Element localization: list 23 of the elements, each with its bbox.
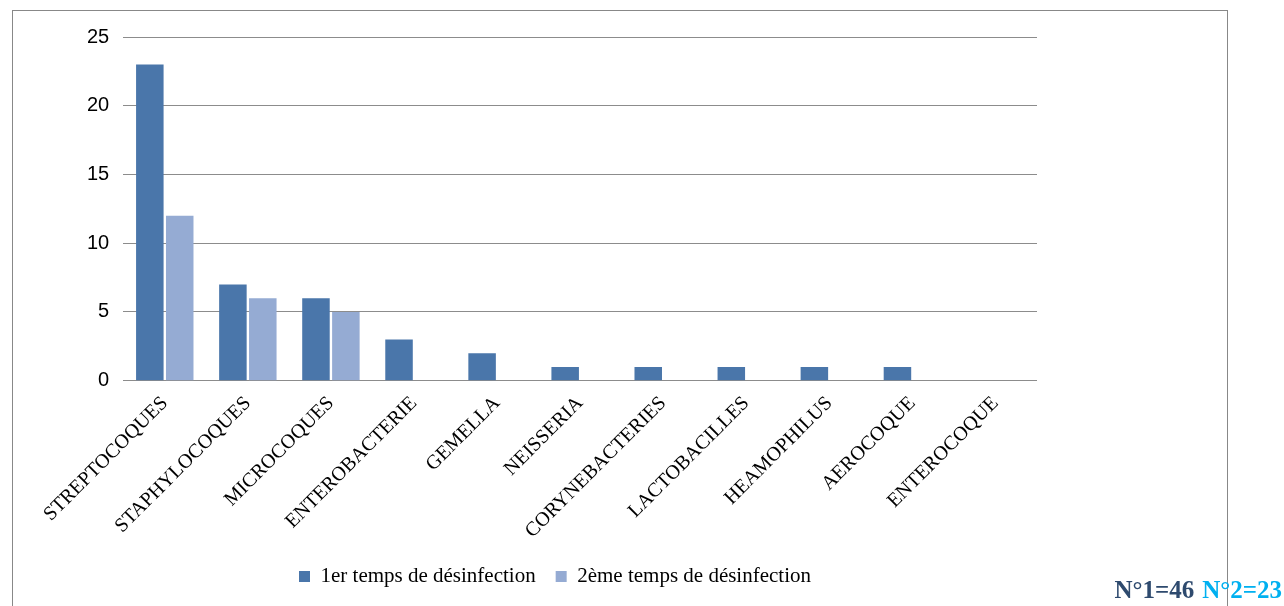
- bar: [332, 311, 360, 381]
- y-tick-label: 25: [87, 24, 110, 47]
- bar: [249, 298, 277, 381]
- y-tick-label: 5: [98, 299, 110, 322]
- y-tick-label: 0: [98, 368, 110, 391]
- text: N°2=23: [1202, 576, 1282, 603]
- bar: [385, 339, 413, 381]
- legend-label: 2ème temps de désinfection: [577, 563, 812, 588]
- bar: [800, 366, 829, 381]
- legend-label: 1er temps de désinfection: [320, 563, 537, 588]
- y-tick-label: 15: [87, 161, 110, 184]
- y-tick-label: 10: [87, 230, 110, 253]
- bar: [136, 64, 164, 381]
- bar: [551, 366, 579, 381]
- bar: [468, 353, 496, 381]
- bar: [717, 366, 746, 381]
- text: N°1=46: [1114, 576, 1195, 603]
- bar: [302, 298, 330, 381]
- bar: [219, 284, 247, 381]
- bar: [883, 366, 912, 381]
- bar: [165, 215, 194, 381]
- y-tick-label: 20: [87, 93, 110, 116]
- bar: [634, 366, 662, 381]
